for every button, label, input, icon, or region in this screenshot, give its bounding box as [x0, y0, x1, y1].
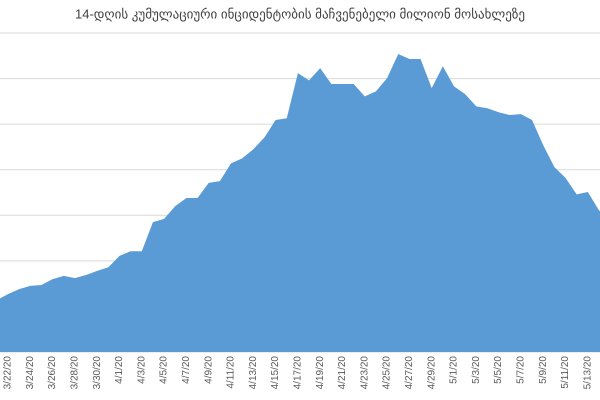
x-tick-label: 3/26/20: [47, 356, 58, 390]
x-tick-label: 4/9/20: [203, 356, 214, 384]
area: [0, 53, 600, 352]
x-tick-label: 5/13/20: [582, 356, 593, 390]
x-tick-label: 5/11/20: [560, 356, 571, 389]
x-tick-label: 5/7/20: [516, 356, 527, 384]
x-tick-label: 3/22/20: [3, 356, 14, 390]
x-tick-label: 3/28/20: [70, 356, 81, 390]
x-tick-label: 3/24/20: [25, 356, 36, 390]
x-tick-label: 4/27/20: [404, 356, 415, 390]
x-tick-label: 4/25/20: [382, 356, 393, 390]
x-tick-label: 4/7/20: [181, 356, 192, 384]
x-tick-label: 4/17/20: [293, 356, 304, 390]
x-tick-label: 4/5/20: [159, 356, 170, 384]
x-tick-label: 4/3/20: [136, 356, 147, 384]
x-tick-label: 4/23/20: [359, 356, 370, 390]
x-tick-label: 5/1/20: [449, 356, 460, 384]
x-tick-label: 5/9/20: [538, 356, 549, 384]
x-tick-label: 4/11/20: [226, 356, 237, 389]
x-tick-label: 4/15/20: [270, 356, 281, 390]
x-tick-label: 4/1/20: [114, 356, 125, 384]
x-tick-label: 5/5/20: [493, 356, 504, 384]
x-tick-label: 4/19/20: [315, 356, 326, 390]
x-tick-label: 4/29/20: [426, 356, 437, 390]
chart-title: 14-დღის კუმულაციური ინციდენტობის მაჩვენე…: [75, 6, 525, 22]
x-tick-label: 5/3/20: [471, 356, 482, 384]
x-tick-label: 4/13/20: [248, 356, 259, 390]
x-tick-label: 3/30/20: [92, 356, 103, 390]
x-tick-label: 4/21/20: [337, 356, 348, 390]
